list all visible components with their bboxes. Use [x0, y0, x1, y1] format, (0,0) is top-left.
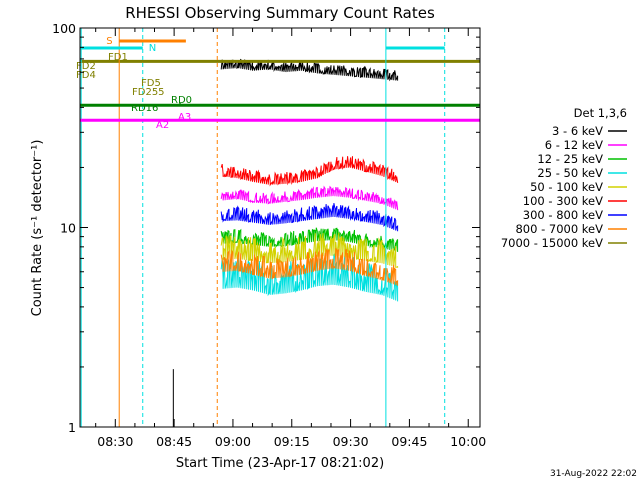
series-100-300-kev	[220, 156, 399, 187]
flag-label: N	[149, 43, 156, 54]
x-axis-label: Start Time (23-Apr-17 08:21:02)	[176, 456, 384, 471]
series-path	[220, 203, 399, 232]
flag-label-rd0: RD0	[171, 95, 192, 106]
series-25-50-kev	[220, 251, 399, 302]
axis-layer: 08:30 08:45 09:00 09:15 09:30 09:45 10:00 1 10 10…	[52, 21, 486, 449]
series-800-7000-kev	[220, 247, 399, 286]
flag-label-fd5: FD5	[141, 78, 161, 89]
series-path	[220, 185, 399, 211]
flag-label-fd1: FD1	[108, 52, 128, 63]
flag-label-fd4: FD4	[76, 70, 96, 81]
legend-entry-12-25-kev: 12 - 25 keV	[537, 152, 603, 166]
legend-entry-50-100-kev: 50 - 100 keV	[530, 180, 603, 194]
flag-label-fd2: FD2	[76, 61, 96, 72]
x-tick-label: 09:15	[274, 434, 310, 449]
x-tick-label: 08:45	[156, 434, 192, 449]
x-tick-label: 09:30	[333, 434, 369, 449]
series-layer	[80, 58, 480, 302]
x-tick-label: 08:30	[97, 434, 133, 449]
x-tick-label: 09:00	[215, 434, 251, 449]
series-path	[220, 58, 399, 82]
series-path	[220, 247, 399, 286]
flag-label-rd16: RD16	[131, 103, 158, 114]
series-300-800-kev	[220, 203, 399, 232]
x-tick-label: 09:45	[391, 434, 427, 449]
legend-entry-25-50-kev: 25 - 50 keV	[537, 166, 603, 180]
legend-entry-800-7000-kev: 800 - 7000 keV	[515, 222, 603, 236]
legend-title: Det 1,3,6	[574, 106, 627, 120]
series-path	[220, 232, 399, 268]
y-tick-label: 100	[52, 21, 76, 36]
x-tick-label: 10:00	[450, 434, 486, 449]
series-path	[220, 156, 399, 187]
y-tick-label: 10	[60, 221, 76, 236]
y-axis-label: Count Rate (s⁻¹ detector⁻¹)	[30, 140, 45, 317]
series-6-12-kev	[220, 185, 399, 211]
rd-dot	[179, 103, 181, 105]
legend-entry-100-300-kev: 100 - 300 keV	[523, 194, 603, 208]
series-path	[220, 251, 399, 302]
series-50-100-kev	[220, 232, 399, 268]
attenuator-label: A3	[178, 112, 191, 123]
y-tick-label: 1	[68, 420, 76, 435]
footer-timestamp: 31-Aug-2022 22:02	[550, 469, 637, 479]
attenuator-label: A2	[156, 120, 169, 131]
flag-label: S	[106, 36, 112, 47]
legend-entry-300-800-kev: 300 - 800 keV	[523, 208, 603, 222]
flag-label-fd255: FD255	[132, 87, 165, 98]
legend-entry-3-6-kev: 3 - 6 keV	[552, 124, 603, 138]
legend-entry-6-12-kev: 6 - 12 keV	[545, 138, 603, 152]
legend-entry-7000-15000-kev: 7000 - 15000 keV	[501, 236, 603, 250]
series-3-6-kev	[220, 58, 399, 82]
chart-title: RHESSI Observing Summary Count Rates	[125, 4, 435, 22]
